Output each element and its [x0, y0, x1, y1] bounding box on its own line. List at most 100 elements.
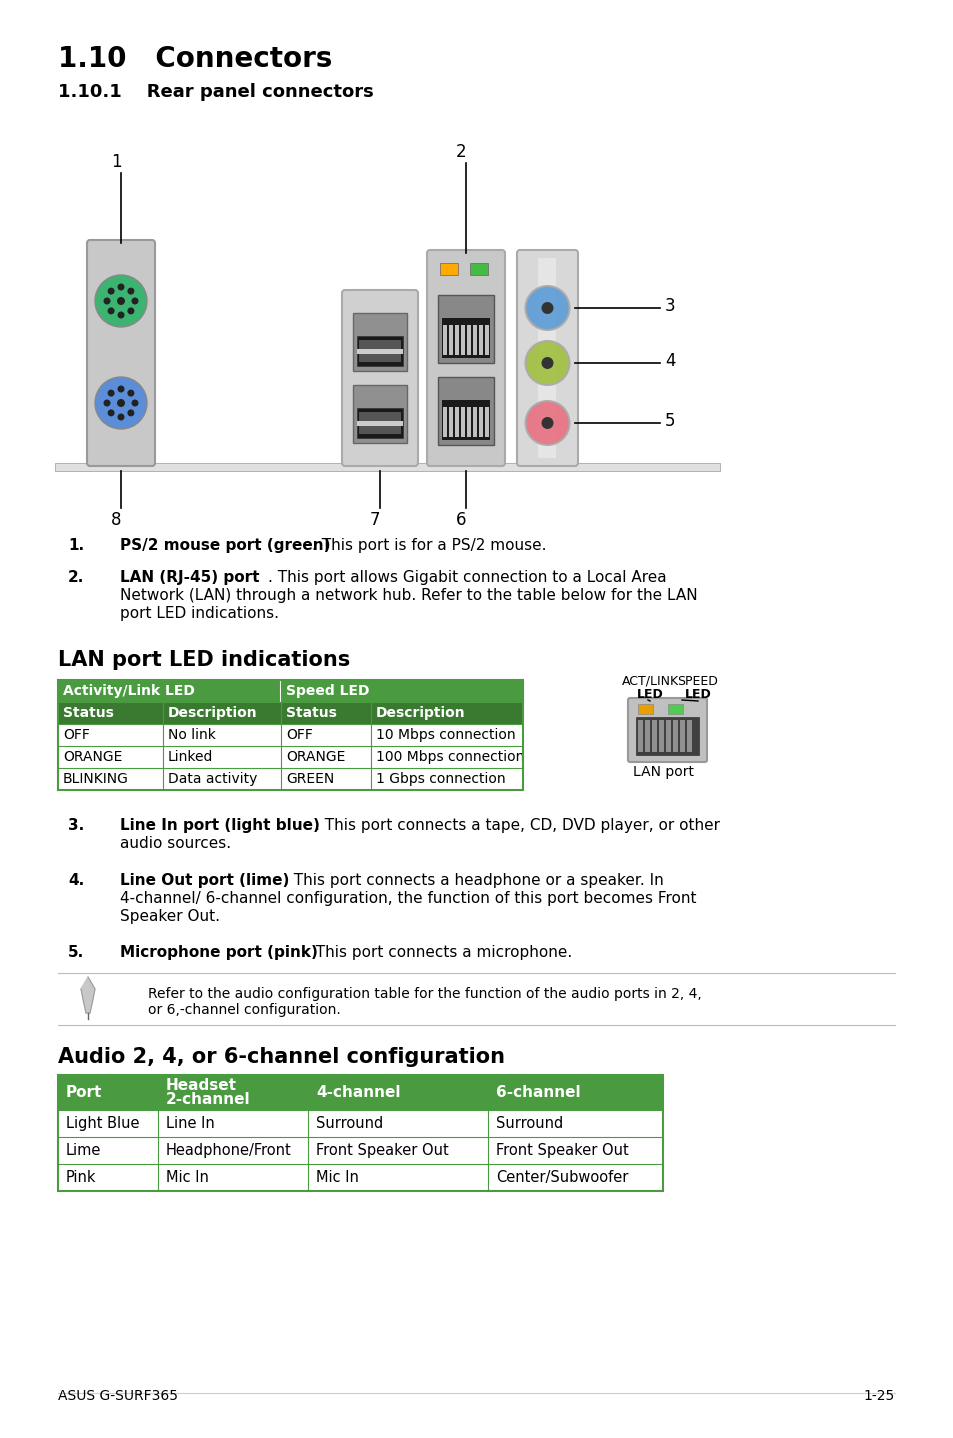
Bar — [58, 702, 522, 723]
Bar — [58, 1163, 662, 1191]
Bar — [441, 400, 490, 440]
Circle shape — [128, 390, 134, 397]
Bar — [442, 407, 447, 437]
Circle shape — [541, 302, 553, 313]
Bar — [356, 421, 402, 426]
Text: Headphone/Front: Headphone/Front — [166, 1143, 292, 1158]
Bar — [473, 325, 476, 355]
Bar — [58, 1110, 662, 1137]
Circle shape — [128, 288, 134, 295]
Bar — [449, 407, 453, 437]
Circle shape — [525, 286, 569, 329]
Text: Port: Port — [66, 1086, 102, 1100]
Circle shape — [541, 417, 553, 429]
Circle shape — [117, 312, 125, 318]
Circle shape — [103, 400, 111, 407]
Bar — [665, 720, 670, 752]
Circle shape — [541, 357, 553, 370]
Circle shape — [525, 401, 569, 444]
Circle shape — [117, 298, 125, 305]
Text: Lime: Lime — [66, 1143, 101, 1158]
Bar — [356, 349, 402, 354]
Text: or 6,-channel configuration.: or 6,-channel configuration. — [148, 1002, 340, 1017]
Circle shape — [108, 288, 114, 295]
Text: Network (LAN) through a network hub. Refer to the table below for the LAN: Network (LAN) through a network hub. Ref… — [120, 588, 697, 603]
Bar — [484, 407, 489, 437]
Bar — [470, 263, 488, 275]
Bar — [353, 313, 407, 371]
Circle shape — [132, 400, 138, 407]
Text: Front Speaker Out: Front Speaker Out — [315, 1143, 448, 1158]
Bar — [58, 723, 522, 746]
Text: Mic In: Mic In — [315, 1171, 358, 1185]
Text: . This port connects a tape, CD, DVD player, or other: . This port connects a tape, CD, DVD pla… — [314, 818, 720, 833]
Text: ORANGE: ORANGE — [63, 751, 122, 764]
Text: Line In port (light blue): Line In port (light blue) — [120, 818, 319, 833]
Bar — [58, 1076, 662, 1110]
Bar — [58, 746, 522, 768]
Text: Activity/Link LED: Activity/Link LED — [63, 684, 194, 697]
Text: Description: Description — [375, 706, 465, 720]
Text: Speaker Out.: Speaker Out. — [120, 909, 220, 925]
Text: LAN (RJ-45) port: LAN (RJ-45) port — [120, 569, 259, 585]
Text: PS/2 mouse port (green): PS/2 mouse port (green) — [120, 538, 330, 554]
Text: Headset: Headset — [166, 1078, 236, 1093]
Bar — [358, 413, 400, 434]
Circle shape — [117, 283, 125, 290]
Bar — [58, 1076, 662, 1191]
Bar — [455, 407, 458, 437]
Bar — [356, 408, 402, 439]
Bar — [58, 1137, 662, 1163]
Text: Front Speaker Out: Front Speaker Out — [496, 1143, 628, 1158]
Text: 6: 6 — [456, 510, 466, 529]
Text: Status: Status — [286, 706, 336, 720]
Circle shape — [108, 410, 114, 417]
Text: 4: 4 — [664, 352, 675, 370]
Bar — [442, 325, 447, 355]
Text: LED: LED — [684, 687, 711, 700]
Bar — [437, 377, 494, 444]
Text: 4.: 4. — [68, 873, 84, 889]
Text: 10 Mbps connection: 10 Mbps connection — [375, 728, 515, 742]
Text: audio sources.: audio sources. — [120, 835, 231, 851]
Text: Audio 2, 4, or 6-channel configuration: Audio 2, 4, or 6-channel configuration — [58, 1047, 504, 1067]
Circle shape — [117, 385, 125, 393]
Polygon shape — [81, 976, 95, 1012]
Bar — [473, 407, 476, 437]
Bar — [460, 407, 464, 437]
Bar — [460, 325, 464, 355]
Bar — [651, 720, 657, 752]
Bar — [672, 720, 678, 752]
Circle shape — [95, 275, 147, 326]
Text: 3: 3 — [664, 298, 675, 315]
Bar — [478, 325, 482, 355]
Text: 1.10   Connectors: 1.10 Connectors — [58, 45, 332, 73]
Text: 7: 7 — [370, 510, 380, 529]
Text: Description: Description — [168, 706, 257, 720]
Text: Refer to the audio configuration table for the function of the audio ports in 2,: Refer to the audio configuration table f… — [148, 986, 701, 1001]
Text: . This port connects a headphone or a speaker. In: . This port connects a headphone or a sp… — [284, 873, 663, 889]
Bar — [439, 263, 457, 275]
Text: port LED indications.: port LED indications. — [120, 605, 278, 621]
Bar — [58, 680, 522, 789]
FancyBboxPatch shape — [627, 697, 706, 762]
Text: 8: 8 — [111, 510, 121, 529]
Text: LAN port LED indications: LAN port LED indications — [58, 650, 350, 670]
Text: 6-channel: 6-channel — [496, 1086, 580, 1100]
Text: No link: No link — [168, 728, 215, 742]
Text: OFF: OFF — [63, 728, 90, 742]
Text: 5.: 5. — [68, 945, 84, 961]
Bar — [659, 720, 663, 752]
Text: Data activity: Data activity — [168, 772, 257, 787]
Text: Pink: Pink — [66, 1171, 96, 1185]
FancyBboxPatch shape — [87, 240, 154, 466]
Text: GREEN: GREEN — [286, 772, 334, 787]
Bar — [679, 720, 684, 752]
Text: Light Blue: Light Blue — [66, 1116, 139, 1132]
Circle shape — [95, 377, 147, 429]
Text: 1: 1 — [111, 152, 121, 171]
Text: LED: LED — [636, 687, 662, 700]
Bar — [58, 768, 522, 789]
Circle shape — [108, 308, 114, 315]
Bar — [441, 318, 490, 358]
